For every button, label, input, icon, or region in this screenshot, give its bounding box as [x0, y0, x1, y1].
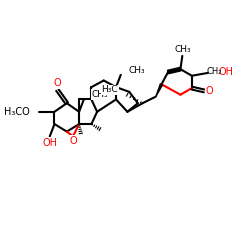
Text: CH₃: CH₃	[92, 90, 108, 99]
Text: O: O	[69, 136, 77, 146]
Text: H₃C: H₃C	[101, 86, 118, 94]
Text: H₃CO: H₃CO	[4, 107, 30, 117]
Text: CH₃: CH₃	[174, 45, 191, 54]
Polygon shape	[156, 84, 162, 96]
Text: O: O	[206, 86, 214, 96]
Text: CH₂: CH₂	[207, 66, 222, 76]
Text: OH: OH	[218, 67, 233, 77]
Text: OH: OH	[42, 138, 57, 148]
Text: O: O	[54, 78, 61, 88]
Text: CH₃: CH₃	[128, 66, 145, 74]
